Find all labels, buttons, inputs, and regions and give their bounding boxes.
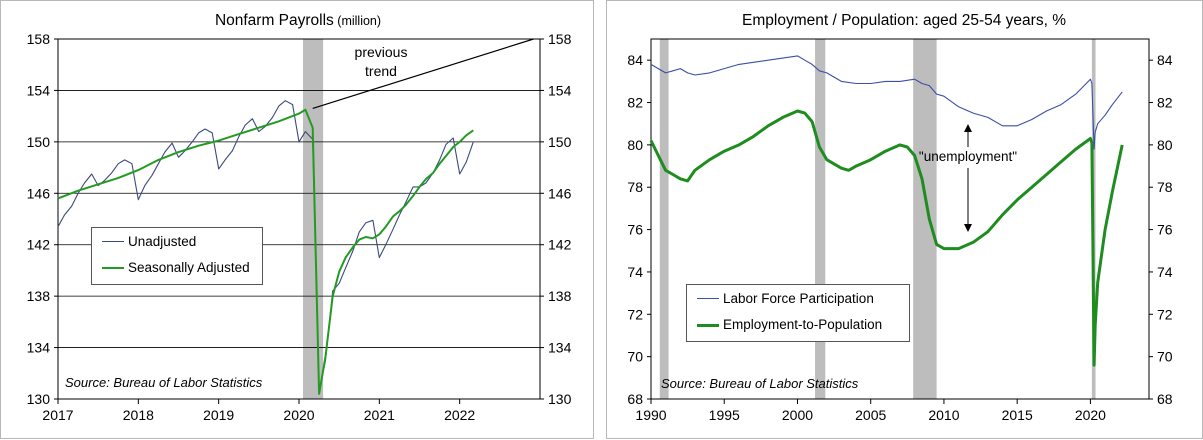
y-tick-label-right-82: 82 — [1157, 95, 1173, 111]
chart-title: Employment / Population: aged 25-54 year… — [742, 12, 1066, 29]
payrolls-chart: Nonfarm Payrolls (million) 130 130 134 134 13… — [27, 12, 572, 423]
legend-item-unadjusted: Unadjusted — [92, 232, 262, 252]
y-tick-label-left-70: 70 — [627, 349, 643, 365]
legend-label-unadjusted: Unadjusted — [128, 234, 197, 249]
x-tick-label-2005: 2005 — [855, 407, 886, 423]
y-tick-label-right-158: 158 — [548, 31, 572, 47]
legend-swatch-seasonally-adjusted — [102, 267, 124, 269]
y-tick-label-left-72: 72 — [627, 306, 643, 322]
y-tick-label-right-80: 80 — [1157, 137, 1173, 153]
plot-frame — [57, 38, 541, 400]
series-line-labor-force-participation — [650, 55, 1123, 150]
y-tick-label-right-78: 78 — [1157, 179, 1173, 195]
payrolls-legend: Unadjusted Seasonally Adjusted — [91, 227, 263, 285]
y-tick-label-left-142: 142 — [27, 237, 51, 253]
x-tick-label-2022: 2022 — [444, 407, 475, 423]
legend-label-seasonally-adjusted: Seasonally Adjusted — [128, 260, 250, 275]
y-tick-label-left-84: 84 — [627, 52, 643, 68]
chart-title-text: Employment / Population: aged 25-54 year… — [742, 12, 1066, 29]
y-tick-label-left-134: 134 — [27, 340, 51, 356]
plot-frame — [650, 38, 1150, 400]
y-tick-label-right-150: 150 — [548, 134, 572, 150]
y-tick-label-right-134: 134 — [548, 340, 572, 356]
y-tick-label-left-80: 80 — [627, 137, 643, 153]
legend-label-employment-to-population: Employment-to-Population — [723, 317, 883, 332]
legend-item-seasonally-adjusted: Seasonally Adjusted — [92, 258, 262, 278]
y-tick-label-right-68: 68 — [1157, 391, 1173, 407]
chart-title-unit: (million) — [334, 14, 381, 28]
x-tick-label-2017: 2017 — [42, 407, 73, 423]
x-tick-label-2018: 2018 — [123, 407, 154, 423]
x-tick-label-2020: 2020 — [1075, 407, 1106, 423]
x-tick-label-2019: 2019 — [203, 407, 234, 423]
y-tick-label-left-138: 138 — [27, 288, 51, 304]
legend-swatch-unadjusted — [102, 241, 124, 242]
y-tick-label-left-158: 158 — [27, 31, 51, 47]
legend-swatch-labor-force-participation — [697, 298, 719, 299]
payrolls-source: Source: Bureau of Labor Statistics — [65, 375, 263, 390]
series-line-seasonally-adjusted — [57, 108, 474, 395]
payrolls-chart-panel: Nonfarm Payrolls (million) 130 130 134 134 13… — [0, 0, 594, 439]
legend-swatch-employment-to-population — [697, 324, 719, 327]
y-tick-label-left-146: 146 — [27, 185, 51, 201]
y-tick-label-right-74: 74 — [1157, 264, 1173, 280]
legend-item-employment-to-population: Employment-to-Population — [687, 315, 909, 335]
x-tick-label-2021: 2021 — [364, 407, 395, 423]
y-tick-label-left-154: 154 — [27, 82, 51, 98]
trend-line — [312, 38, 534, 109]
annotation-arrowhead-down — [964, 224, 972, 232]
y-tick-label-right-76: 76 — [1157, 222, 1173, 238]
y-tick-label-left-130: 130 — [27, 391, 51, 407]
employment-legend: Labor Force Participation Employment-to-… — [686, 284, 910, 342]
x-tick-label-2010: 2010 — [928, 407, 959, 423]
recession-band-1 — [303, 39, 324, 399]
employment-population-chart-panel: Employment / Population: aged 25-54 year… — [606, 0, 1203, 439]
chart-title: Nonfarm Payrolls (million) — [215, 12, 381, 29]
x-tick-label-2015: 2015 — [1002, 407, 1033, 423]
y-tick-label-right-146: 146 — [548, 185, 572, 201]
employment-population-chart: Employment / Population: aged 25-54 year… — [627, 12, 1173, 423]
series-line-employment-to-population — [649, 109, 1124, 367]
employment-source: Source: Bureau of Labor Statistics — [661, 376, 859, 391]
annotation-trend: trend — [365, 63, 397, 79]
chart-title-text: Nonfarm Payrolls — [215, 12, 334, 29]
y-tick-label-right-142: 142 — [548, 237, 572, 253]
y-tick-label-left-78: 78 — [627, 179, 643, 195]
y-tick-label-right-138: 138 — [548, 288, 572, 304]
legend-label-labor-force-participation: Labor Force Participation — [723, 291, 874, 306]
legend-item-labor-force-participation: Labor Force Participation — [687, 289, 909, 309]
y-tick-label-right-154: 154 — [548, 82, 572, 98]
recession-band-3 — [913, 39, 937, 399]
y-tick-label-left-74: 74 — [627, 264, 643, 280]
y-tick-label-right-72: 72 — [1157, 306, 1173, 322]
annotation-arrowhead-up — [964, 124, 972, 132]
recession-band-1 — [659, 39, 669, 399]
y-tick-label-right-84: 84 — [1157, 52, 1173, 68]
y-tick-label-left-82: 82 — [627, 95, 643, 111]
x-tick-label-1990: 1990 — [635, 407, 666, 423]
y-tick-label-right-70: 70 — [1157, 349, 1173, 365]
x-tick-label-2000: 2000 — [782, 407, 813, 423]
annotation-previous: previous — [355, 44, 408, 60]
y-tick-label-left-68: 68 — [627, 391, 643, 407]
y-tick-label-left-76: 76 — [627, 222, 643, 238]
x-tick-label-1995: 1995 — [709, 407, 740, 423]
recession-band-2 — [815, 39, 826, 399]
x-tick-label-2020: 2020 — [283, 407, 314, 423]
annotation-unemployment: "unemployment" — [919, 149, 1017, 164]
y-tick-label-left-150: 150 — [27, 134, 51, 150]
y-tick-label-right-130: 130 — [548, 391, 572, 407]
